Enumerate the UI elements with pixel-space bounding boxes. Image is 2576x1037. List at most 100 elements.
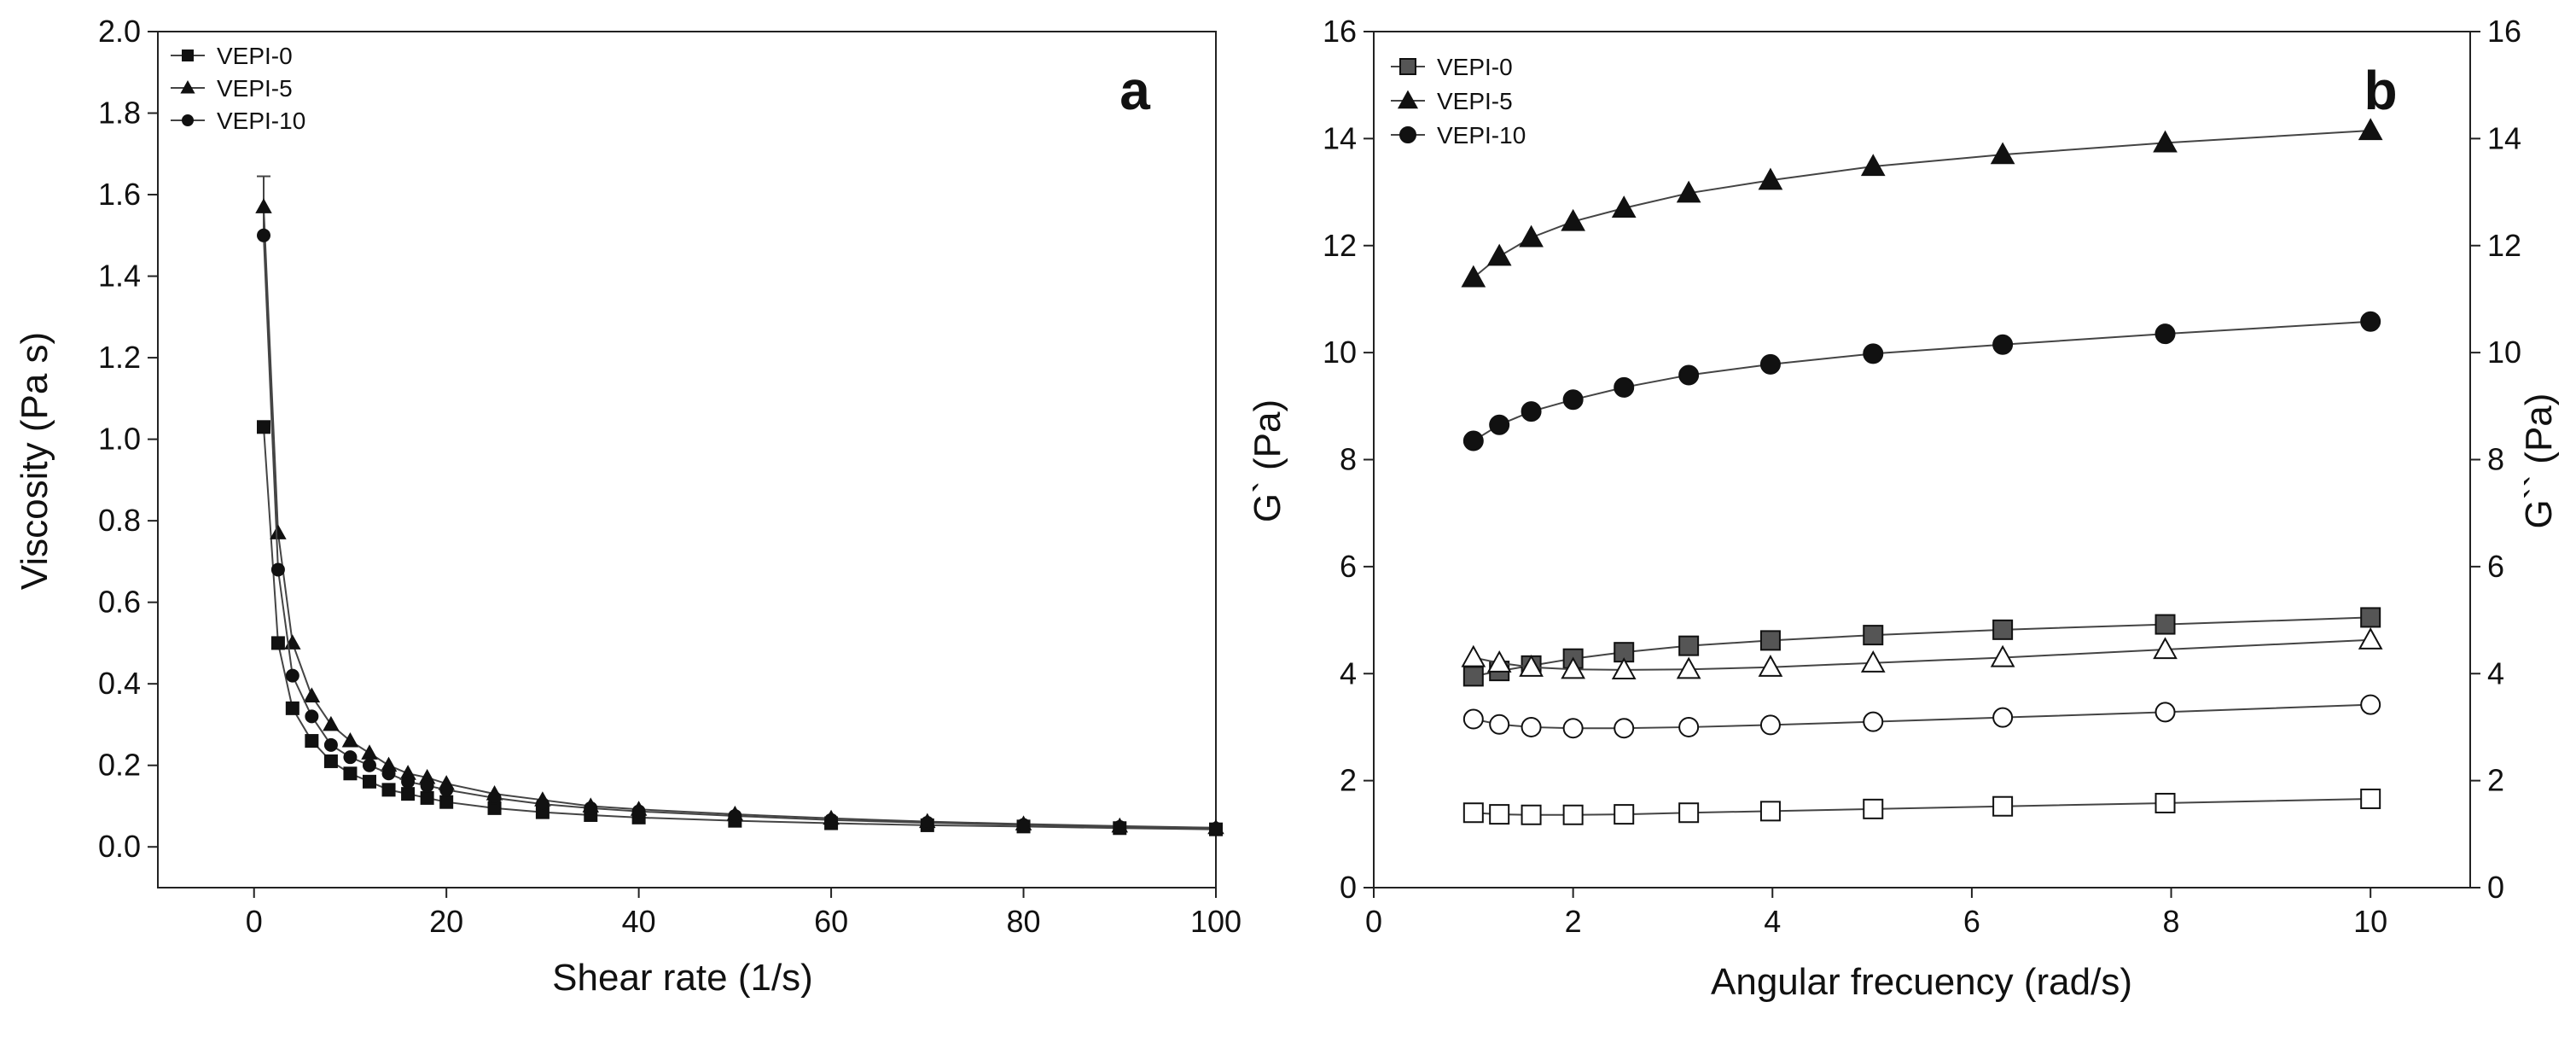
panel-a-y-tick-label: 1.2: [98, 340, 141, 375]
panel-b-data-point: [1486, 650, 1512, 673]
panel-a-y-tick-label: 1.4: [98, 259, 141, 294]
panel-b-legend-label: VEPI-5: [1437, 88, 1513, 114]
panel-b-data-point: [1676, 656, 1701, 679]
panel-b-data-point: [1992, 619, 2014, 640]
panel-b-data-point: [1614, 376, 1635, 398]
panel-b-series-vepi-0-g-: [1462, 788, 2381, 825]
panel-a-letter: a: [1119, 60, 1150, 121]
panel-b-data-point: [1990, 644, 2015, 667]
panel-b-y-right-tick-label: 12: [2487, 228, 2521, 263]
panel-b-y-tick-label: 10: [1323, 335, 1357, 370]
panel-a-legend-marker: [182, 114, 194, 126]
panel-b-y-tick-label: 0: [1340, 870, 1357, 905]
panel-b-data-point: [1759, 353, 1781, 375]
panel-b-data-point: [1521, 716, 1542, 737]
panel-a-legend-marker: [180, 80, 195, 94]
panel-a-legend-label: VEPI-10: [217, 108, 305, 134]
panel-a-data-point: [420, 790, 434, 805]
panel-b-y-right-tick-label: 8: [2487, 442, 2504, 477]
panel-a-data-point: [920, 816, 934, 830]
panel-b-x-tick-label: 0: [1365, 904, 1382, 939]
panel-a-data-point: [584, 801, 598, 815]
panel-a-y-axis-title: Viscosity (Pa s): [14, 332, 55, 590]
panel-b-y-tick-label: 8: [1340, 442, 1357, 477]
panel-b-data-point: [1860, 650, 1886, 673]
panel-b-data-point: [1759, 630, 1781, 651]
panel-b-data-point: [1676, 180, 1701, 203]
panel-a-data-point: [341, 731, 359, 748]
panel-b-y-tick-label: 2: [1340, 763, 1357, 798]
panel-a-y-tick-label: 0.4: [98, 666, 141, 701]
panel-a-data-point: [257, 420, 270, 434]
panel-b-y-right-tick-label: 2: [2487, 763, 2504, 798]
panel-b-data-point: [1759, 801, 1781, 822]
panel-a-legend-label: VEPI-0: [217, 43, 293, 69]
panel-a-data-point: [285, 701, 299, 715]
panel-b-data-point: [2154, 614, 2176, 635]
panel-b-data-point: [2154, 792, 2176, 813]
panel-b-data-point: [1489, 714, 1510, 735]
panel-a-y-tick-label: 1.6: [98, 177, 141, 212]
panel-a-data-point: [323, 754, 338, 768]
panel-b-data-point: [1519, 224, 1544, 248]
panel-a-data-point: [487, 790, 502, 805]
panel-b-data-point: [2360, 607, 2381, 628]
panel-b-series-vepi-10: [1462, 311, 2381, 452]
panel-b-series-line: [1473, 129, 2371, 279]
panel-b-legend-marker: [1399, 58, 1416, 75]
panel-a-y-tick-label: 1.0: [98, 422, 141, 457]
panel-a-x-tick-label: 100: [1190, 904, 1241, 939]
panel-a-y-tick-label: 0.0: [98, 829, 141, 864]
panel-b-data-point: [1489, 414, 1510, 435]
panel-b-data-point: [1486, 243, 1512, 266]
panel-a-series-vepi-0: [257, 420, 1223, 836]
panel-b-data-point: [1614, 718, 1635, 739]
panel-a-series-line: [263, 235, 1217, 830]
panel-a-data-point: [361, 744, 378, 760]
panel-b-data-point: [1992, 707, 2014, 728]
panel-b-x-axis-title: Angular frecuency (rad/s): [1711, 961, 2132, 1003]
panel-a-data-point: [255, 198, 272, 213]
panel-b-data-point: [1678, 635, 1700, 656]
panel-b-legend-marker: [1397, 90, 1419, 109]
panel-b-data-point: [1863, 711, 1884, 732]
panel-b-data-point: [1678, 716, 1700, 737]
panel-a-data-point: [1209, 821, 1223, 836]
panel-b-data-point: [1521, 401, 1542, 422]
panel-b-x-tick-label: 4: [1764, 904, 1781, 939]
panel-a-data-point: [323, 715, 340, 731]
panel-b-data-point: [1519, 655, 1544, 677]
panel-b-data-point: [1863, 625, 1884, 646]
panel-b-y-right-tick-label: 6: [2487, 549, 2504, 584]
panel-a-x-tick-label: 80: [1007, 904, 1041, 939]
panel-b-data-point: [1678, 802, 1700, 824]
panel-b-data-point: [1860, 154, 1886, 177]
panel-b-legend-label: VEPI-0: [1437, 54, 1513, 80]
panel-a-data-point: [257, 228, 270, 242]
panel-b-data-point: [1992, 334, 2014, 355]
panel-b-data-point: [2360, 694, 2381, 715]
panel-a-y-tick-label: 0.6: [98, 585, 141, 620]
panel-a-data-point: [439, 783, 454, 797]
panel-a-x-tick-label: 60: [814, 904, 848, 939]
panel-a-data-point: [305, 709, 319, 724]
panel-b-series-vepi-5: [1461, 118, 2383, 288]
panel-b-data-point: [1561, 656, 1585, 679]
panel-a-data-point: [381, 783, 396, 797]
panel-a-data-point: [285, 668, 299, 683]
panel-b-data-point: [1611, 195, 1637, 218]
panel-b-data-point: [2358, 118, 2383, 141]
panel-b-data-point: [2360, 788, 2381, 809]
panel-b-legend-label: VEPI-10: [1437, 122, 1526, 149]
panel-a-data-point: [270, 562, 285, 577]
panel-b-data-point: [1562, 389, 1584, 411]
panel-a-data-point: [303, 687, 321, 702]
panel-a-y-tick-label: 0.2: [98, 748, 141, 783]
panel-b-data-point: [1863, 343, 1884, 364]
panel-a-x-axis-title: Shear rate (1/s): [552, 957, 813, 999]
panel-a-series-line: [263, 207, 1217, 829]
panel-a-data-point: [420, 778, 434, 793]
panel-a-x-tick-label: 40: [622, 904, 656, 939]
panel-a-data-point: [1016, 818, 1031, 832]
panel-b-data-point: [1990, 142, 2015, 165]
